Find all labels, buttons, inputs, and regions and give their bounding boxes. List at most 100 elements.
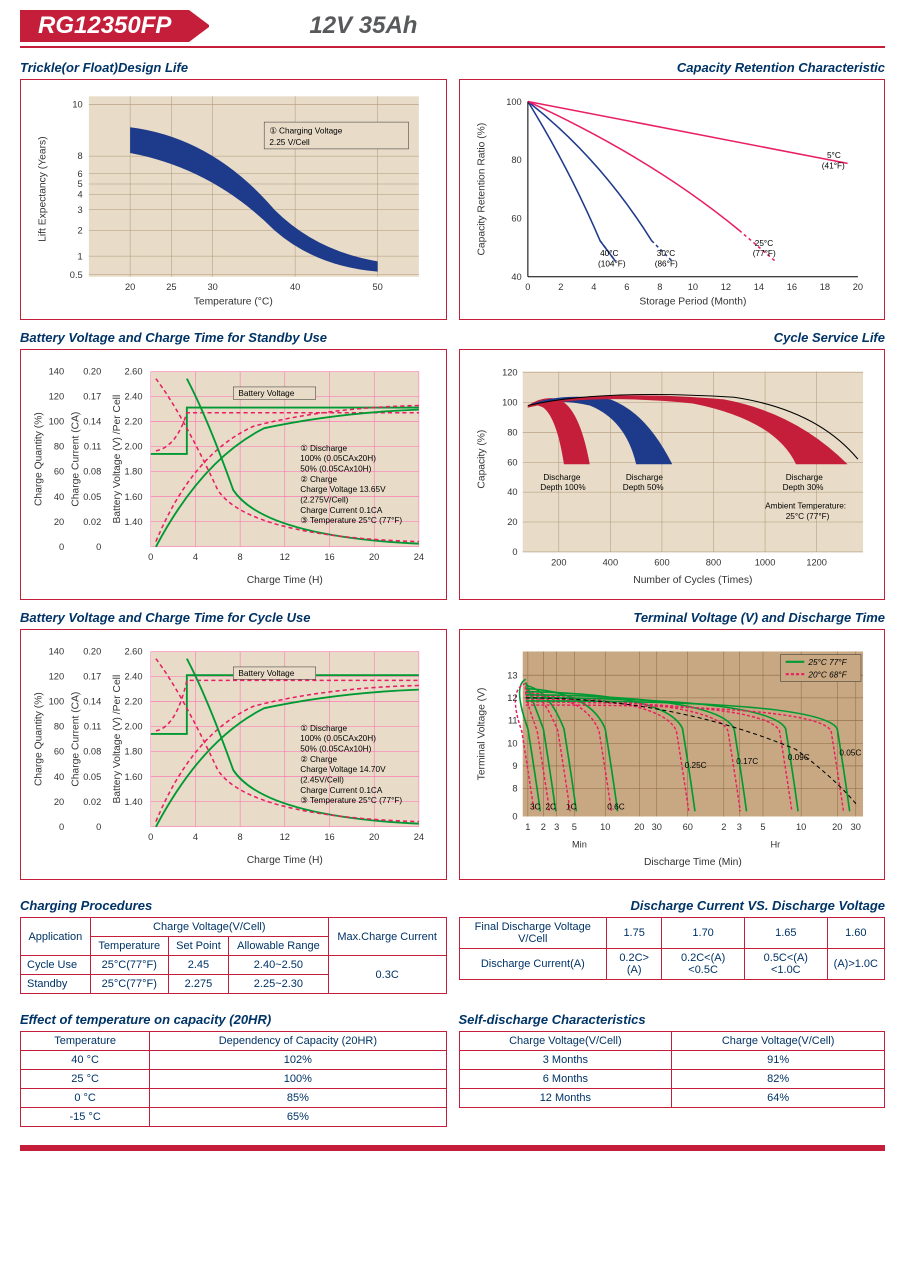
svg-text:2: 2 bbox=[558, 282, 563, 292]
svg-text:6: 6 bbox=[624, 282, 629, 292]
svg-text:16: 16 bbox=[324, 552, 334, 562]
svg-text:2: 2 bbox=[78, 225, 83, 235]
svg-text:8: 8 bbox=[78, 151, 83, 161]
svg-text:40: 40 bbox=[507, 487, 517, 497]
svg-text:Battery Voltage: Battery Voltage bbox=[238, 669, 294, 678]
svg-text:16: 16 bbox=[786, 282, 796, 292]
svg-text:4: 4 bbox=[193, 552, 198, 562]
svg-text:80: 80 bbox=[511, 155, 521, 165]
svg-text:6: 6 bbox=[78, 169, 83, 179]
svg-text:10: 10 bbox=[72, 100, 82, 110]
svg-text:5: 5 bbox=[78, 179, 83, 189]
svg-text:② Charge: ② Charge bbox=[300, 475, 337, 484]
svg-text:0.17: 0.17 bbox=[83, 391, 101, 401]
svg-text:Charge Current 0.1CA: Charge Current 0.1CA bbox=[300, 506, 383, 515]
footer-rule bbox=[20, 1145, 885, 1151]
svg-text:2.00: 2.00 bbox=[124, 722, 142, 732]
svg-text:10: 10 bbox=[796, 822, 806, 832]
svg-text:40: 40 bbox=[511, 272, 521, 282]
svg-text:2: 2 bbox=[721, 822, 726, 832]
svg-text:Charge Current (CA): Charge Current (CA) bbox=[71, 692, 82, 787]
svg-text:1C: 1C bbox=[566, 802, 577, 811]
svg-text:18: 18 bbox=[819, 282, 829, 292]
svg-text:50% (0.05CAx10H): 50% (0.05CAx10H) bbox=[300, 745, 371, 754]
svg-text:80: 80 bbox=[54, 442, 64, 452]
svg-text:120: 120 bbox=[502, 367, 517, 377]
svg-text:25: 25 bbox=[166, 282, 176, 292]
svg-text:1: 1 bbox=[78, 251, 83, 261]
svg-text:(77°F): (77°F) bbox=[752, 249, 775, 258]
svg-text:Capacity Retention Ratio (%): Capacity Retention Ratio (%) bbox=[476, 123, 487, 256]
svg-text:11: 11 bbox=[507, 716, 517, 726]
svg-text:2.60: 2.60 bbox=[124, 366, 142, 376]
chart4-title: Cycle Service Life bbox=[459, 330, 886, 345]
svg-text:20°C 68°F: 20°C 68°F bbox=[807, 670, 847, 679]
svg-text:12: 12 bbox=[280, 832, 290, 842]
svg-text:③ Temperature 25°C (77°F): ③ Temperature 25°C (77°F) bbox=[300, 516, 402, 525]
svg-text:Battery Voltage (V) /Per Cell: Battery Voltage (V) /Per Cell bbox=[112, 395, 123, 524]
header-rule bbox=[20, 46, 885, 48]
svg-text:60: 60 bbox=[54, 467, 64, 477]
svg-text:20: 20 bbox=[125, 282, 135, 292]
svg-text:3: 3 bbox=[554, 822, 559, 832]
svg-text:0.14: 0.14 bbox=[83, 697, 101, 707]
spec-text: 12V 35Ah bbox=[309, 12, 417, 40]
svg-text:Temperature (°C): Temperature (°C) bbox=[194, 297, 273, 308]
svg-text:1.60: 1.60 bbox=[124, 772, 142, 782]
svg-text:100: 100 bbox=[506, 97, 521, 107]
svg-text:12: 12 bbox=[720, 282, 730, 292]
svg-text:0.05: 0.05 bbox=[83, 492, 101, 502]
svg-text:40°C: 40°C bbox=[600, 249, 618, 258]
svg-text:Depth 30%: Depth 30% bbox=[782, 483, 823, 492]
model-badge: RG12350FP bbox=[20, 10, 189, 42]
svg-text:24: 24 bbox=[414, 552, 424, 562]
table1-title: Charging Procedures bbox=[20, 898, 447, 913]
table2: Final Discharge Voltage V/Cell1.751.701.… bbox=[459, 917, 886, 980]
svg-text:Charge Voltage 14.70V: Charge Voltage 14.70V bbox=[300, 765, 386, 774]
svg-text:Charge Time (H): Charge Time (H) bbox=[247, 855, 323, 866]
svg-text:120: 120 bbox=[49, 391, 64, 401]
svg-text:12: 12 bbox=[507, 693, 517, 703]
svg-text:60: 60 bbox=[507, 457, 517, 467]
svg-text:10: 10 bbox=[507, 738, 517, 748]
svg-text:1.80: 1.80 bbox=[124, 747, 142, 757]
svg-text:60: 60 bbox=[54, 747, 64, 757]
chart1-box: ① Charging Voltage 2.25 V/Cell 0.5123456… bbox=[20, 79, 447, 320]
table2-title: Discharge Current VS. Discharge Voltage bbox=[459, 898, 886, 913]
svg-text:50: 50 bbox=[372, 282, 382, 292]
svg-text:2.00: 2.00 bbox=[124, 442, 142, 452]
svg-text:0: 0 bbox=[512, 812, 517, 822]
svg-text:0.17: 0.17 bbox=[83, 672, 101, 682]
svg-text:8: 8 bbox=[657, 282, 662, 292]
svg-text:(2.45V/Cell): (2.45V/Cell) bbox=[300, 776, 344, 785]
svg-text:8: 8 bbox=[512, 784, 517, 794]
svg-text:(2.275V/Cell): (2.275V/Cell) bbox=[300, 495, 348, 504]
svg-text:0.6C: 0.6C bbox=[607, 802, 624, 811]
svg-text:0: 0 bbox=[59, 822, 64, 832]
svg-text:2.25 V/Cell: 2.25 V/Cell bbox=[269, 138, 310, 147]
svg-text:8: 8 bbox=[238, 552, 243, 562]
svg-text:Charge Voltage 13.65V: Charge Voltage 13.65V bbox=[300, 485, 386, 494]
svg-text:0: 0 bbox=[525, 282, 530, 292]
svg-text:800: 800 bbox=[705, 557, 720, 567]
svg-text:① Discharge: ① Discharge bbox=[300, 724, 347, 733]
svg-text:20: 20 bbox=[634, 822, 644, 832]
svg-text:3C: 3C bbox=[529, 802, 540, 811]
svg-text:8: 8 bbox=[238, 832, 243, 842]
svg-text:25°C 77°F: 25°C 77°F bbox=[807, 658, 847, 667]
svg-text:25°C (77°F): 25°C (77°F) bbox=[785, 512, 829, 521]
svg-text:20: 20 bbox=[852, 282, 862, 292]
svg-text:Battery Voltage: Battery Voltage bbox=[238, 389, 294, 398]
svg-text:0.05C: 0.05C bbox=[839, 749, 861, 758]
svg-text:0.08: 0.08 bbox=[83, 467, 101, 477]
svg-text:9: 9 bbox=[512, 761, 517, 771]
svg-text:2.60: 2.60 bbox=[124, 647, 142, 657]
svg-text:(86°F): (86°F) bbox=[654, 259, 677, 268]
table3: TemperatureDependency of Capacity (20HR)… bbox=[20, 1031, 447, 1127]
svg-text:0.02: 0.02 bbox=[83, 517, 101, 527]
chart2-title: Capacity Retention Characteristic bbox=[459, 60, 886, 75]
svg-text:4: 4 bbox=[78, 189, 83, 199]
svg-text:1.60: 1.60 bbox=[124, 492, 142, 502]
svg-text:100% (0.05CAx20H): 100% (0.05CAx20H) bbox=[300, 734, 376, 743]
svg-text:20: 20 bbox=[832, 822, 842, 832]
